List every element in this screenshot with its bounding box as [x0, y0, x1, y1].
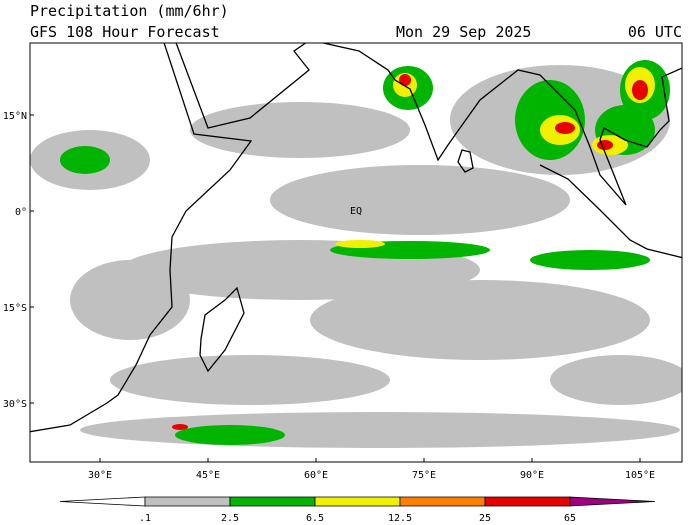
- lon-label: 45°E: [196, 470, 220, 481]
- lat-label: 15°S: [3, 303, 27, 314]
- colorbar-label: 65: [564, 513, 576, 524]
- lon-label: 90°E: [520, 470, 544, 481]
- colorbar-segment: [144, 496, 231, 507]
- lon-labels: 30°E 45°E 60°E 75°E 90°E 105°E: [88, 458, 655, 481]
- colorbar-segment: [59, 496, 146, 507]
- map: EQ 15°N 0° 15°S 30°S 30°E 45°E 60°E 75°E 90°E 10…: [3, 42, 683, 481]
- title: Precipitation (mm/6hr): [30, 2, 229, 20]
- date: Mon 29 Sep 2025: [396, 23, 531, 41]
- colorbar-segment: [484, 496, 571, 507]
- colorbar: .1 2.5 6.5 12.5 25 65: [59, 496, 656, 524]
- colorbar-segment: [314, 496, 401, 507]
- precipitation-field: [30, 60, 682, 448]
- subtitle: GFS 108 Hour Forecast: [30, 23, 220, 41]
- colorbar-label: 6.5: [306, 513, 324, 524]
- lat-label: 30°S: [3, 399, 27, 410]
- colorbar-segment: [569, 496, 656, 507]
- colorbar-label: 25: [479, 513, 491, 524]
- equator-label: EQ: [350, 206, 362, 217]
- lon-label: 30°E: [88, 470, 112, 481]
- time: 06 UTC: [628, 23, 682, 41]
- lon-label: 75°E: [412, 470, 436, 481]
- lon-label: 105°E: [625, 470, 655, 481]
- map-frame: [29, 42, 683, 463]
- lat-label: 15°N: [3, 111, 27, 122]
- colorbar-label: 12.5: [388, 513, 412, 524]
- lon-label: 60°E: [304, 470, 328, 481]
- lat-label: 0°: [15, 207, 27, 218]
- colorbar-segment: [229, 496, 316, 507]
- colorbar-segment: [399, 496, 486, 507]
- colorbar-label: 2.5: [221, 513, 239, 524]
- coastlines: [30, 43, 682, 433]
- colorbar-label: .1: [139, 513, 151, 524]
- lat-labels: 15°N 0° 15°S 30°S: [3, 111, 34, 410]
